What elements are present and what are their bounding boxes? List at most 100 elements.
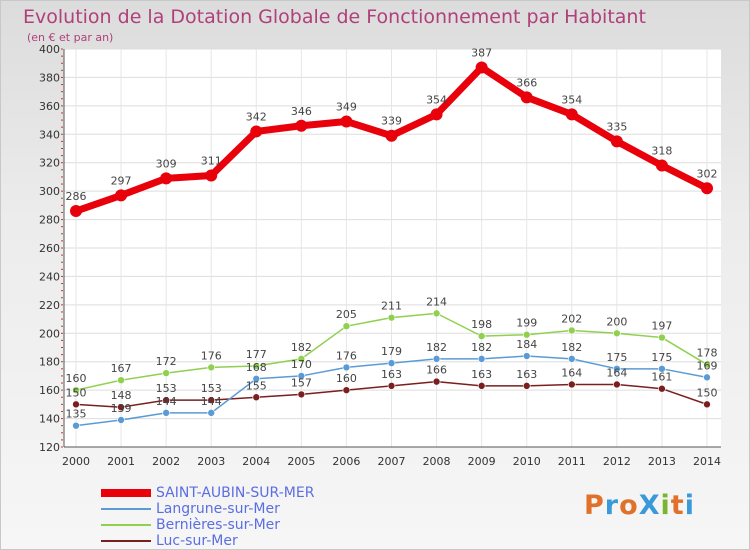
x-tick-label: 2011 [558,455,586,468]
data-point [567,355,576,363]
data-label: 176 [336,349,357,362]
data-point [297,390,306,399]
data-label: 163 [516,368,537,381]
data-point [658,384,666,393]
data-point [522,382,531,390]
y-tick-label: 220 [39,299,60,312]
data-point [385,129,398,142]
data-point [252,362,261,370]
legend-item: Bernières-sur-Mer [101,517,314,533]
data-label: 175 [651,351,672,364]
data-label: 184 [516,338,537,351]
data-point [72,421,80,430]
x-tick-label: 2007 [378,455,406,468]
data-point [703,373,711,382]
data-point [475,61,488,74]
data-label: 309 [156,157,177,170]
x-tick-label: 2006 [332,455,360,468]
data-point [115,189,128,202]
data-point [658,365,666,373]
y-tick-label: 400 [39,43,60,56]
y-tick-label: 340 [39,128,60,141]
x-tick-label: 2002 [152,455,180,468]
data-point [162,369,170,377]
data-point [477,355,486,363]
data-label: 160 [66,372,87,385]
data-label: 176 [201,349,222,362]
data-label: 286 [66,190,87,203]
legend-item: SAINT-AUBIN-SUR-MER [101,485,314,501]
x-tick-label: 2004 [242,455,270,468]
data-point [250,125,263,138]
data-point [520,91,533,104]
data-point [703,400,711,409]
data-label: 166 [426,364,447,377]
legend-swatch [101,524,151,526]
data-point [70,205,82,218]
legend: SAINT-AUBIN-SUR-MER Langrune-sur-Mer Berni… [101,485,314,549]
data-label: 387 [471,46,492,59]
data-point [205,169,218,182]
y-tick-label: 320 [39,157,60,170]
data-label: 182 [471,341,492,354]
x-tick-label: 2003 [197,455,225,468]
data-point [387,359,396,367]
y-tick-label: 160 [39,384,60,397]
data-label: 163 [471,368,492,381]
data-point [658,333,666,342]
data-point [613,380,621,389]
data-label: 197 [651,320,672,333]
data-point [701,182,713,195]
data-point [613,365,621,373]
data-point [72,386,80,394]
data-point [207,396,216,404]
data-label: 198 [471,318,492,331]
y-tick-label: 180 [39,356,60,369]
data-point [72,400,80,409]
data-label: 164 [606,366,627,379]
x-tick-label: 2001 [107,455,135,468]
data-point [477,382,486,390]
data-label: 177 [246,348,267,361]
legend-label: SAINT-AUBIN-SUR-MER [156,485,315,501]
data-point [160,172,173,185]
legend-label: Luc-sur-Mer [156,533,238,549]
data-label: 205 [336,308,357,321]
data-label: 135 [66,408,87,421]
data-point [567,326,576,335]
data-point [387,313,396,322]
data-label: 182 [291,341,312,354]
x-tick-label: 2000 [62,455,90,468]
data-point [252,393,261,402]
data-label: 200 [606,315,627,328]
data-point [297,372,306,380]
data-label: 339 [381,115,402,128]
data-label: 354 [426,93,447,106]
data-label: 164 [561,366,582,379]
x-tick-label: 2009 [468,455,496,468]
data-point [162,396,170,404]
legend-swatch [101,489,151,497]
data-label: 311 [201,155,222,168]
y-tick-label: 360 [39,100,60,113]
y-tick-label: 240 [39,270,60,283]
y-tick-label: 120 [39,441,60,454]
data-point [432,355,441,363]
data-point [477,332,486,340]
data-label: 160 [336,372,357,385]
data-label: 170 [291,358,312,371]
data-point [432,377,441,386]
chart-subtitle: (en € et par an) [27,31,114,44]
y-tick-label: 300 [39,185,60,198]
data-label: 168 [246,361,267,374]
legend-swatch [101,540,151,542]
data-label: 139 [111,402,132,415]
data-label: 179 [381,345,402,358]
data-label: 318 [651,145,672,158]
data-point [117,403,125,412]
data-point [342,386,351,394]
data-label: 153 [201,382,222,395]
legend-item: Langrune-sur-Mer [101,501,314,517]
